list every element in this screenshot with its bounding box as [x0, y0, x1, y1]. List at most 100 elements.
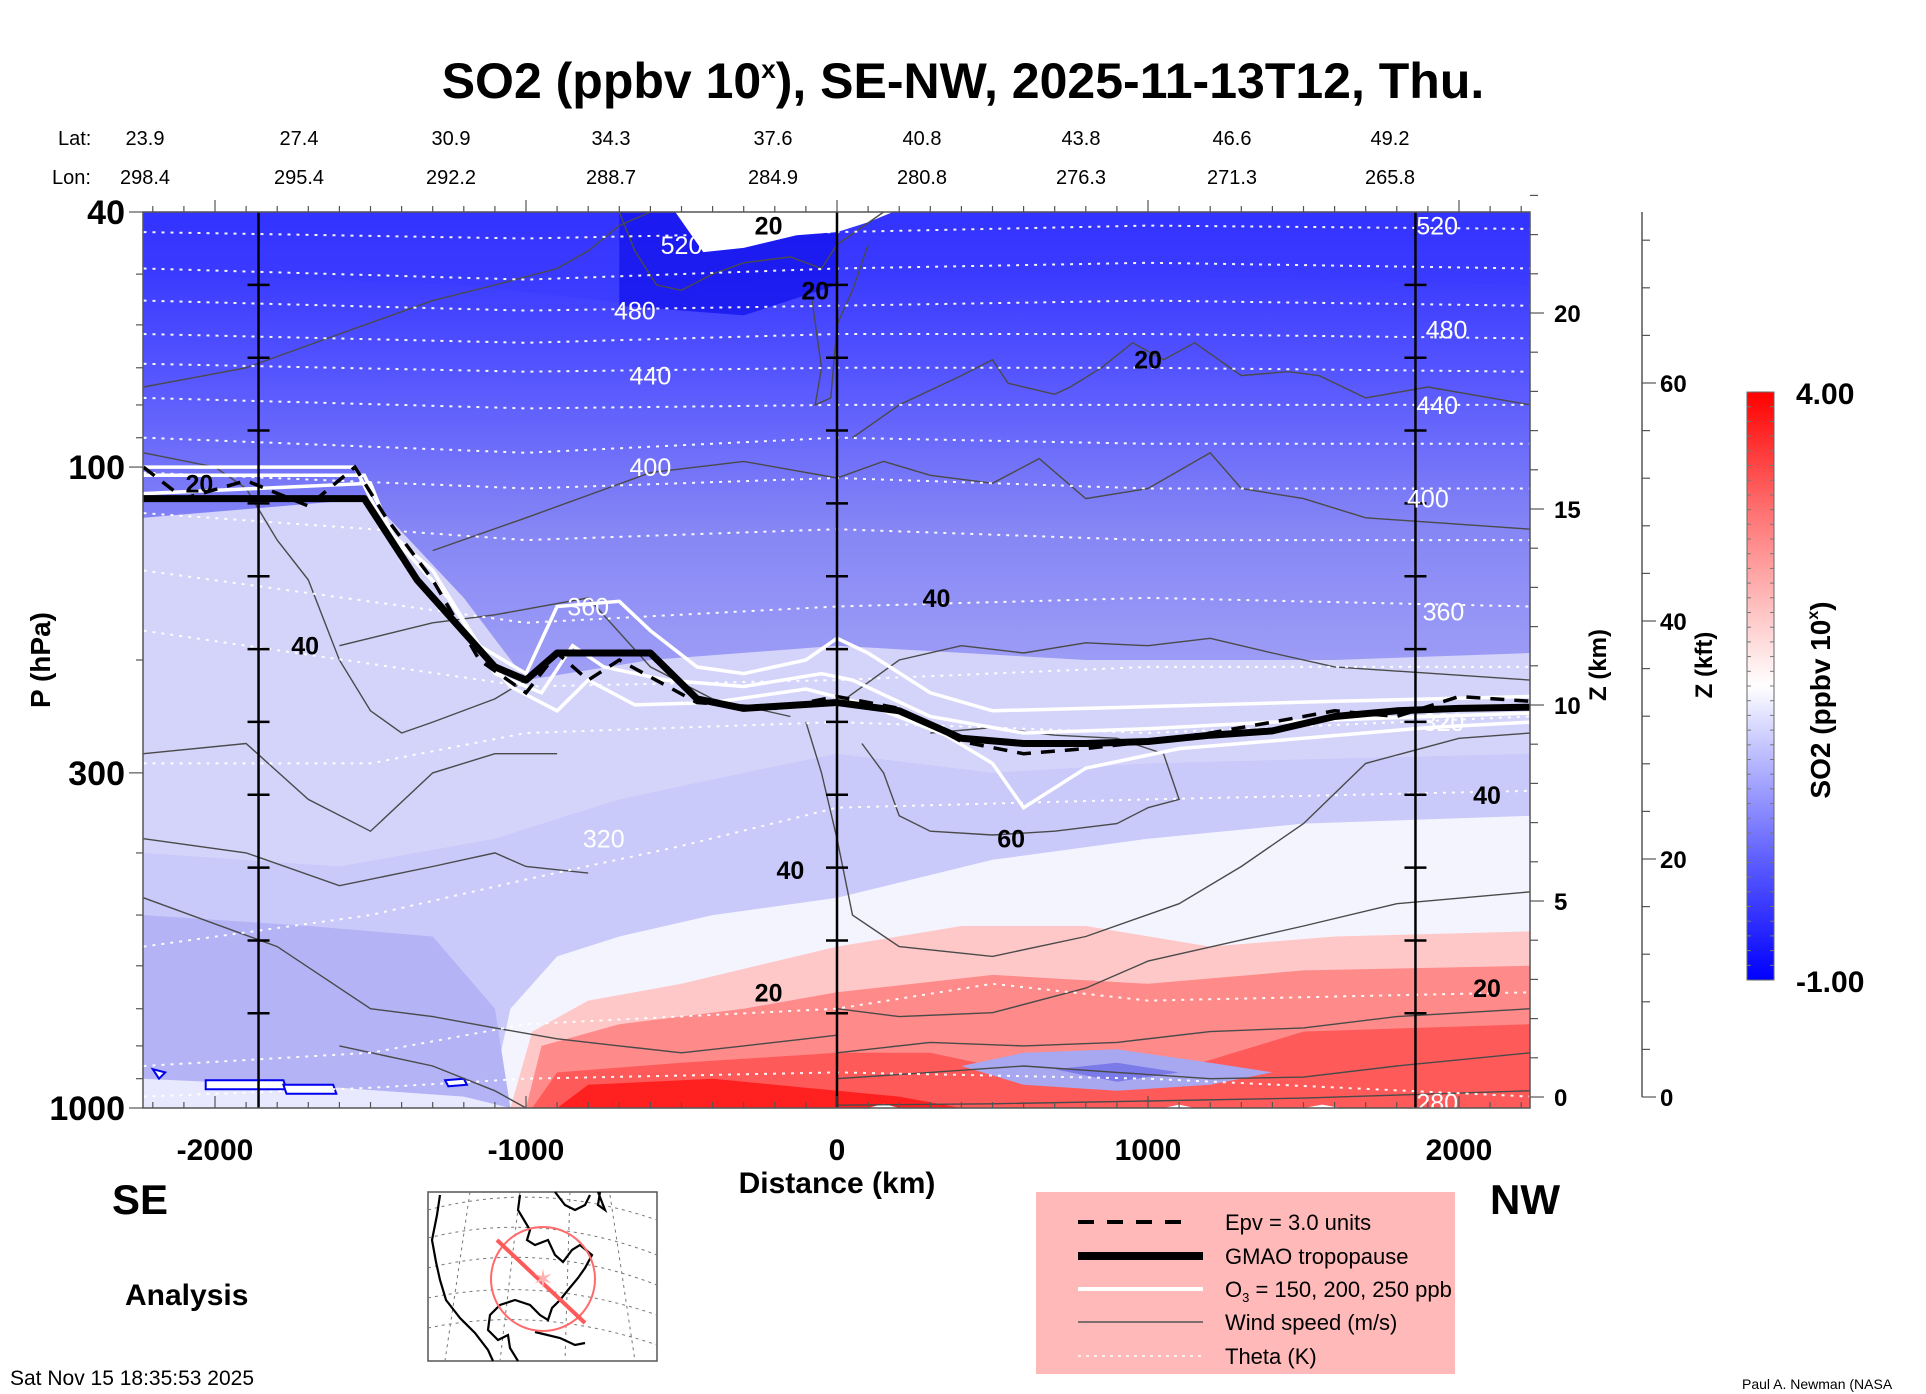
lon-value: 292.2 — [426, 167, 476, 189]
lat-value: 27.4 — [280, 128, 319, 150]
wind-speed-label: 20 — [1473, 975, 1501, 1003]
theta-label: 400 — [630, 454, 672, 482]
lat-value: 46.6 — [1213, 128, 1252, 150]
z-km-tick-label: 0 — [1554, 1085, 1567, 1112]
wind-speed-label: 40 — [923, 585, 951, 613]
wind-speed-contour — [618, 212, 885, 292]
wind-speed-label: 20 — [755, 213, 783, 241]
y-tick-label: 40 — [87, 194, 125, 232]
wind-speed-contour — [143, 742, 558, 833]
theta-label: 400 — [1407, 486, 1449, 514]
x-tick-label: 0 — [829, 1134, 846, 1167]
lon-value: 271.3 — [1207, 167, 1257, 189]
so2-white-patch — [150, 1067, 168, 1081]
theta-contour — [143, 569, 1530, 624]
wind-speed-contour — [836, 637, 1530, 706]
lat-value: 43.8 — [1062, 128, 1101, 150]
wind-speed-contour — [143, 838, 589, 887]
legend-theta-label: Theta (K) — [1225, 1344, 1317, 1369]
wind-speed-contour — [861, 726, 1181, 836]
lat-value: 49.2 — [1371, 128, 1410, 150]
wind-speed-label: 20 — [1134, 347, 1162, 375]
wind-speed-contour — [143, 212, 651, 388]
theta-label: 320 — [1423, 709, 1465, 737]
so2-white-patch — [443, 1077, 469, 1088]
z-km-tick-label: 10 — [1554, 693, 1581, 720]
map-coastlines — [430, 1191, 608, 1362]
map-graticule — [427, 1191, 658, 1362]
lon-value: 265.8 — [1365, 167, 1415, 189]
theta-contour — [143, 629, 1530, 688]
wind-speed-label: 40 — [291, 633, 319, 661]
z-km-axis-label: Z (km) — [1585, 629, 1612, 701]
lon-value: 298.4 — [120, 167, 170, 189]
z-km-tick-label: 5 — [1554, 889, 1567, 916]
y-tick-label: 100 — [68, 449, 125, 487]
colorbar-title: SO2 (ppbv 10x) — [1805, 601, 1836, 798]
y-tick-label: 300 — [68, 755, 125, 793]
wind-speed-contour — [836, 1052, 1530, 1080]
wind-speed-label: 60 — [997, 826, 1025, 854]
surface-mask — [1303, 1104, 1341, 1108]
legend-o3-label: O3 = 150, 200, 250 ppb — [1225, 1277, 1452, 1305]
y-axis-label: P (hPa) — [25, 612, 56, 708]
lon-value: 276.3 — [1056, 167, 1106, 189]
colorbar-gradient — [1746, 391, 1775, 981]
lon-label: Lon: — [52, 167, 91, 189]
wind-speed-label: 20 — [801, 277, 829, 305]
theta-contour — [143, 982, 1530, 1067]
lat-value: 40.8 — [903, 128, 942, 150]
x-axis-label: Distance (km) — [739, 1167, 936, 1200]
theta-contour — [143, 1071, 1530, 1098]
z-kft-tick-label: 40 — [1660, 609, 1687, 636]
x-tick-label: 2000 — [1426, 1134, 1493, 1167]
z-km-tick-label: 15 — [1554, 497, 1581, 524]
wind-speed-contour — [836, 1008, 1530, 1054]
theta-label: 280 — [1416, 1089, 1458, 1117]
gmao-tropopause-line — [143, 495, 1530, 747]
lat-value: 34.3 — [592, 128, 631, 150]
colorbar: 4.00 -1.00 SO2 (ppbv 10x) — [1746, 378, 1864, 999]
z-kft-tick-label: 60 — [1660, 371, 1687, 398]
legend-wind-label: Wind speed (m/s) — [1225, 1310, 1397, 1335]
z-kft-tick-label: 0 — [1660, 1085, 1673, 1112]
wind-speed-label: 40 — [776, 857, 804, 885]
map-center-star: ✶ — [532, 1264, 554, 1294]
x-tick-label: 1000 — [1115, 1134, 1182, 1167]
legend-box — [1036, 1192, 1455, 1374]
map-section-line — [495, 1238, 587, 1325]
ozone-contour — [143, 465, 1530, 713]
wind-speed-contour — [852, 341, 1530, 439]
so2-band-peak-red — [557, 1078, 962, 1108]
wind-speed-contour — [432, 451, 1530, 552]
theta-label: 520 — [1416, 213, 1458, 241]
wind-speed-label: 20 — [186, 470, 214, 498]
theta-label: 440 — [1416, 392, 1458, 420]
so2-white-patch — [281, 1083, 338, 1095]
theta-label: 480 — [1426, 316, 1468, 344]
se-label: SE — [112, 1176, 168, 1223]
lon-value: 280.8 — [897, 167, 947, 189]
timestamp: Sat Nov 15 18:35:53 2025 — [10, 1367, 254, 1390]
epv-contour — [143, 464, 1530, 756]
legend-epv-label: Epv = 3.0 units — [1225, 1210, 1371, 1235]
colorbar-min-label: -1.00 — [1796, 966, 1864, 999]
plot-area: 520 480 440 400 360 320 520 480 440 400 360 320 280 2… — [143, 212, 1530, 1117]
theta-label: 360 — [1423, 598, 1465, 626]
missing-data-region — [675, 212, 893, 253]
lat-value: 37.6 — [754, 128, 793, 150]
lat-value: 23.9 — [126, 128, 165, 150]
lon-value: 284.9 — [748, 167, 798, 189]
z-kft-axis-label: Z (kft) — [1691, 632, 1718, 699]
lon-value: 295.4 — [274, 167, 324, 189]
wind-speed-contour — [339, 1045, 527, 1108]
x-tick-label: -1000 — [488, 1134, 565, 1167]
lon-value: 288.7 — [586, 167, 636, 189]
chart-title: SO2 (ppbv 10x), SE-NW, 2025-11-13T12, Th… — [442, 53, 1485, 109]
theta-label: 480 — [614, 298, 656, 326]
wind-speed-contour — [143, 897, 838, 1054]
theta-label: 360 — [567, 593, 609, 621]
wind-speed-contour — [811, 244, 869, 407]
legend: Epv = 3.0 units GMAO tropopause O3 = 150… — [1036, 1192, 1455, 1374]
